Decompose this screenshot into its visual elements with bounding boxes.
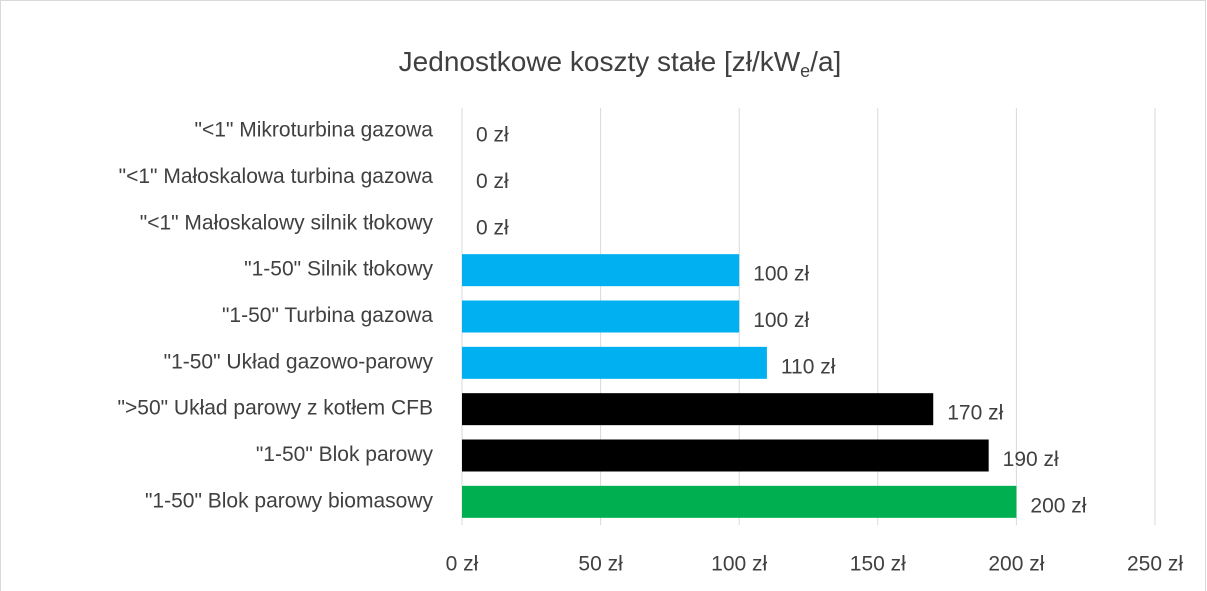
x-tick-label: 50 zł [578, 553, 623, 576]
bar [462, 439, 989, 472]
y-tick-label: "1-50" Silnik tłokowy [244, 258, 433, 281]
title-suffix: /a] [810, 46, 841, 77]
value-label: 110 zł [781, 355, 836, 378]
title-subscript: e [800, 61, 810, 81]
value-label: 100 zł [753, 263, 809, 286]
value-label: 0 zł [476, 124, 509, 147]
value-label: 0 zł [476, 170, 509, 193]
x-tick-label: 200 zł [988, 553, 1044, 576]
x-tick-label: 0 zł [446, 553, 479, 576]
y-tick-label: "1-50" Blok parowy [256, 443, 434, 466]
y-tick-label: "1-50" Układ gazowo-parowy [164, 350, 434, 373]
bar [462, 254, 740, 287]
chart-title: Jednostkowe koszty stałe [zł/kWe/a] [399, 46, 842, 80]
x-tick-label: 250 zł [1127, 553, 1183, 576]
y-tick-label: "<1" Mikroturbina gazowa [195, 119, 434, 142]
x-tick-label: 150 zł [850, 553, 906, 576]
value-label: 190 zł [1003, 448, 1059, 471]
y-tick-label: "<1" Małoskalowa turbina gazowa [119, 165, 434, 188]
x-tick-label: 100 zł [711, 553, 767, 576]
value-label: 100 zł [753, 309, 809, 332]
y-tick-label: "1-50" Turbina gazowa [222, 304, 433, 327]
title-main: Jednostkowe koszty stałe [zł/kW [399, 46, 801, 77]
y-tick-label: "<1" Małoskalowy silnik tłokowy [140, 211, 434, 234]
bar [462, 485, 1017, 518]
value-label: 200 zł [1030, 494, 1086, 517]
bar [462, 300, 740, 333]
y-tick-label: ">50" Układ parowy z kotłem CFB [118, 397, 433, 420]
value-label: 170 zł [947, 402, 1003, 425]
bar [462, 393, 934, 426]
value-label: 0 zł [476, 216, 509, 239]
bar [462, 346, 767, 379]
y-tick-label: "1-50" Blok parowy biomasowy [145, 489, 434, 512]
